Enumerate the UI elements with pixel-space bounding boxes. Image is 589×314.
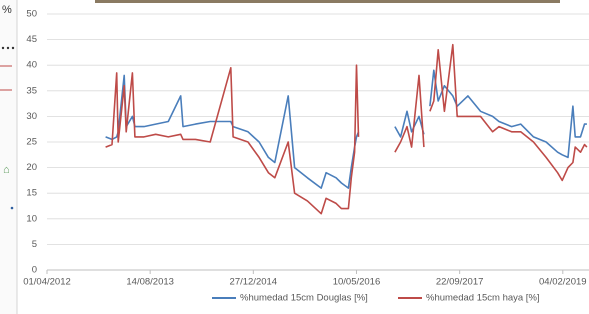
side-dots	[2, 47, 14, 49]
chart: % ⌂ 0 5 10 15 20 25 30 35 40 45 50 01/04/2012 14/08/…	[0, 0, 589, 314]
page: % ⌂ 0 5 10 15 20 25 30 35 40 45 50 01/04/2012 14/08/…	[0, 0, 589, 314]
y-tick-label: 40	[26, 60, 37, 71]
y-tick-label: 45	[26, 34, 37, 45]
x-tick-label: 27/12/2014	[230, 277, 278, 288]
y-tick-label: 20	[26, 162, 37, 173]
legend-label: %humedad 15cm haya [%]	[426, 293, 540, 304]
y-tick-label: 30	[26, 111, 37, 122]
x-tick-label: 10/05/2016	[333, 277, 381, 288]
x-tick-label: 22/09/2017	[436, 277, 484, 288]
y-tick-label: 5	[32, 239, 37, 250]
background	[0, 0, 589, 314]
side-text: %	[2, 4, 12, 16]
side-icon: ⌂	[3, 164, 10, 176]
y-tick-label: 25	[26, 137, 37, 148]
side-dot	[11, 207, 14, 210]
legend-label: %humedad 15cm Douglas [%]	[240, 293, 368, 304]
y-tick-label: 0	[32, 265, 37, 276]
y-tick-label: 15	[26, 188, 37, 199]
photo-strip	[95, 0, 560, 3]
y-tick-label: 50	[26, 9, 37, 20]
y-tick-label: 10	[26, 213, 37, 224]
x-tick-label: 01/04/2012	[23, 277, 71, 288]
x-tick-label: 04/02/2019	[539, 277, 587, 288]
x-tick-label: 14/08/2013	[126, 277, 174, 288]
y-tick-label: 35	[26, 85, 37, 96]
